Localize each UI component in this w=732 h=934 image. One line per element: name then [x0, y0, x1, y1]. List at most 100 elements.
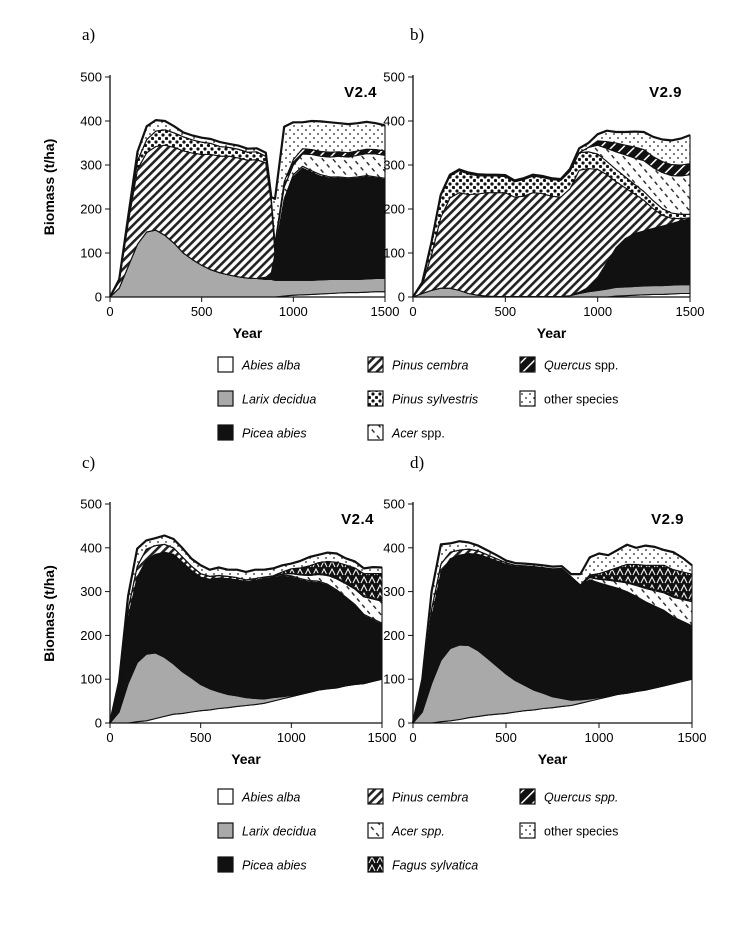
stacked-areas [412, 540, 693, 724]
y-tick-label: 100 [80, 246, 102, 261]
x-axis-title: Year [538, 751, 568, 767]
legend-item-pinus-cembra: Pinus cembra [367, 356, 468, 373]
legend-item-acer-spp: Acer spp. [367, 822, 445, 839]
legend-swatch [519, 390, 536, 407]
legend-swatch [217, 822, 234, 839]
y-tick-label: 0 [95, 716, 102, 731]
chart-panel-2: c) 0 100 200 300 400 500 0 500 1000 1500 Year Biomas… [41, 453, 396, 767]
x-tick-label: 0 [409, 730, 416, 745]
y-axis-title: Biomass (t/ha) [41, 565, 57, 661]
legend-item-fagus-sylvatica: Fagus sylvatica [367, 856, 478, 873]
x-tick-label: 1000 [277, 730, 306, 745]
panel-letter: a) [82, 25, 95, 44]
legend-swatch [367, 788, 384, 805]
y-tick-label: 300 [383, 584, 405, 599]
legend-label: Abies alba [241, 359, 300, 373]
x-tick-label: 0 [409, 304, 416, 319]
x-tick-label: 1500 [371, 304, 400, 319]
legend-label: Larix decidua [242, 393, 316, 407]
x-axis-title: Year [233, 325, 263, 341]
y-tick-label: 400 [80, 114, 102, 129]
chart-panel-3: d) 0 100 200 300 400 500 0 500 1000 1500 Year V2.9 [383, 453, 706, 767]
legend-item-abies-alba: Abies alba [217, 356, 300, 373]
y-tick-label: 200 [383, 202, 405, 217]
legend-1: Abies alba Pinus cembra Quercus spp. Larix … [217, 788, 618, 873]
legend-label: Acer spp. [391, 427, 445, 441]
y-tick-label: 100 [383, 672, 405, 687]
panel-letter: c) [82, 453, 95, 472]
x-tick-label: 1000 [279, 304, 308, 319]
legend-swatch [519, 356, 536, 373]
y-tick-label: 400 [80, 540, 102, 555]
legend-label: other species [544, 825, 618, 839]
x-axis-title: Year [231, 751, 261, 767]
x-axis-title: Year [537, 325, 567, 341]
total-biomass-line [411, 540, 693, 724]
total-biomass-line [412, 129, 691, 298]
legend-item-pinus-sylvestris: Pinus sylvestris [367, 390, 478, 407]
x-tick-label: 500 [495, 730, 517, 745]
x-tick-label: 1500 [678, 730, 707, 745]
legend-label: other species [544, 393, 618, 407]
legend-swatch [217, 788, 234, 805]
legend-item-other-species: other species [519, 390, 618, 407]
legend-swatch [367, 356, 384, 373]
legend-swatch [367, 822, 384, 839]
legend-item-picea-abies: Picea abies [217, 856, 307, 873]
legend-label: Quercus spp. [544, 359, 618, 373]
total-biomass-line [109, 119, 386, 298]
x-tick-label: 1500 [368, 730, 397, 745]
legend-swatch [367, 390, 384, 407]
x-tick-label: 0 [106, 304, 113, 319]
model-version-label: V2.9 [649, 84, 682, 101]
legend-item-acer: Acer spp. [367, 424, 445, 441]
x-tick-label: 500 [190, 730, 212, 745]
legend-label: Picea abies [242, 859, 307, 873]
legend-label: Picea abies [242, 427, 307, 441]
stacked-areas [109, 534, 383, 724]
legend-item-quercus: Quercus spp. [519, 356, 618, 373]
legend-label: Pinus cembra [392, 359, 468, 373]
panel-letter: d) [410, 453, 424, 472]
legend-item-abies-alba: Abies alba [217, 788, 300, 805]
chart-panel-0: a) 0 100 200 300 400 500 0 500 1000 1500 Year Biomas… [41, 25, 399, 341]
y-tick-label: 200 [80, 202, 102, 217]
legend-item-other-species: other species [519, 822, 618, 839]
chart-panel-1: b) 0 100 200 300 400 500 0 500 1000 1500 Year V2.9 [383, 25, 704, 341]
y-tick-label: 400 [383, 114, 405, 129]
legend-label: Abies alba [241, 791, 300, 805]
legend-swatch [367, 424, 384, 441]
x-tick-label: 500 [494, 304, 516, 319]
y-tick-label: 500 [80, 70, 102, 85]
y-tick-label: 200 [80, 628, 102, 643]
legend-label: Pinus cembra [392, 791, 468, 805]
legend-0: Abies alba Pinus cembra Quercus spp. Larix … [217, 356, 618, 441]
y-tick-label: 400 [383, 540, 405, 555]
x-tick-label: 500 [191, 304, 213, 319]
y-tick-label: 500 [80, 497, 102, 512]
legend-swatch [367, 856, 384, 873]
x-tick-label: 1000 [585, 730, 614, 745]
legend-swatch [217, 390, 234, 407]
stacked-areas [109, 119, 386, 298]
y-axis-title: Biomass (t/ha) [41, 139, 57, 235]
y-tick-label: 300 [80, 584, 102, 599]
y-tick-label: 200 [383, 628, 405, 643]
legend-swatch [217, 856, 234, 873]
model-version-label: V2.4 [344, 84, 377, 101]
y-tick-label: 300 [383, 158, 405, 173]
legend-label: Larix decidua [242, 825, 316, 839]
legend-swatch [519, 788, 536, 805]
y-tick-label: 0 [95, 290, 102, 305]
y-tick-label: 0 [398, 290, 405, 305]
model-version-label: V2.4 [341, 511, 374, 528]
y-tick-label: 300 [80, 158, 102, 173]
legend-label: Fagus sylvatica [392, 859, 478, 873]
legend-swatch [217, 356, 234, 373]
y-tick-label: 500 [383, 497, 405, 512]
x-tick-label: 0 [106, 730, 113, 745]
legend-item-larix-decidua: Larix decidua [217, 390, 316, 407]
x-tick-label: 1000 [583, 304, 612, 319]
y-tick-label: 100 [80, 672, 102, 687]
